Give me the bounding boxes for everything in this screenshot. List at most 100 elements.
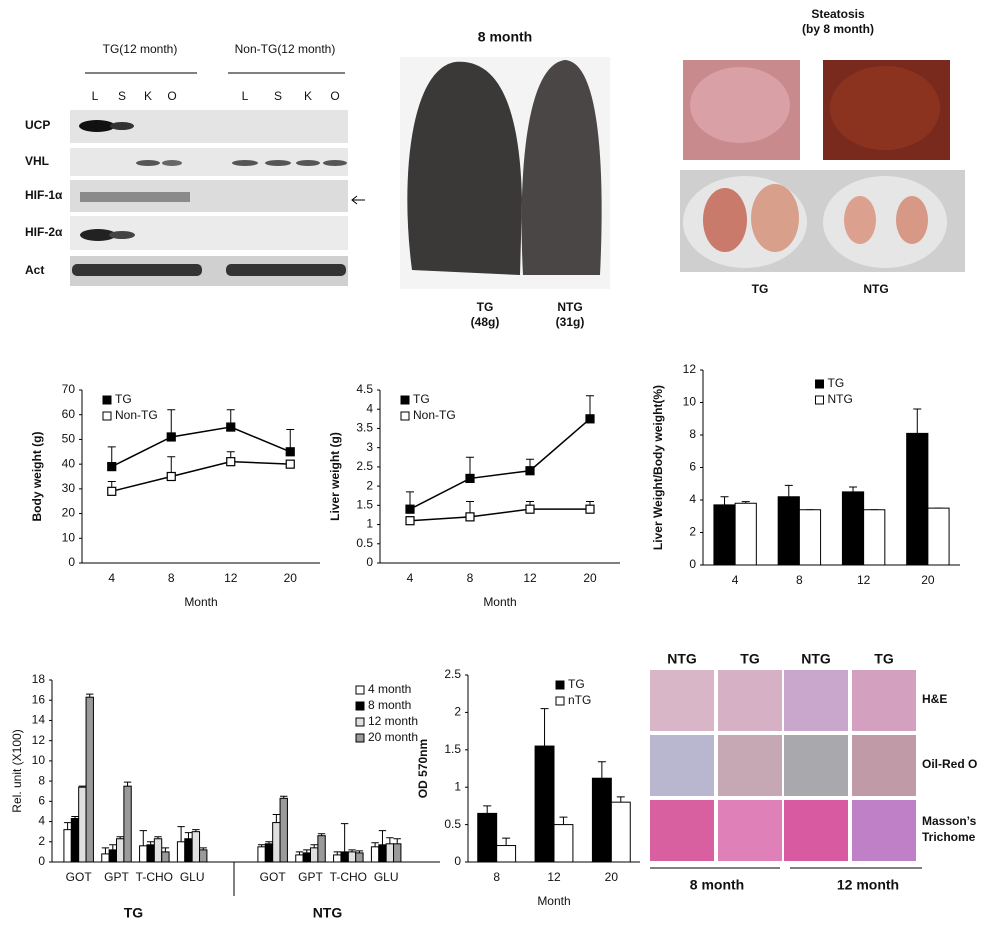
marker: [285, 447, 295, 457]
y-tick-label: 0: [689, 557, 696, 571]
y-tick-label: 8: [689, 427, 696, 441]
marker: [285, 459, 295, 469]
error-bar: [378, 830, 387, 845]
legend-swatch: [815, 379, 824, 389]
y-tick-label: 50: [62, 432, 76, 446]
marker: [107, 486, 117, 496]
legend-label: 20 month: [368, 730, 418, 744]
histology-image: [650, 735, 714, 796]
histology-row-label: Trichome: [922, 830, 976, 844]
bar: [798, 509, 822, 566]
bar: [116, 838, 125, 863]
bar: [477, 812, 498, 863]
error-bar: [161, 847, 170, 852]
error-bar: [101, 847, 110, 854]
photo-title: Steatosis: [811, 7, 865, 21]
error-bar: [177, 826, 185, 842]
bar: [123, 785, 132, 863]
histology-column-label: TG: [740, 651, 760, 667]
liver: [844, 196, 876, 244]
legend-swatch: [355, 717, 365, 727]
histology-image: [852, 735, 916, 796]
x-tick-label: 20: [921, 573, 935, 587]
y-tick-label: 1.5: [356, 498, 373, 512]
x-tick-label: 12: [224, 571, 238, 585]
legend-label: 4 month: [368, 682, 411, 696]
marker: [465, 473, 475, 484]
x-tick-label: GLU: [374, 870, 399, 884]
x-tick-label: T-CHO: [330, 870, 367, 884]
line: [111, 426, 291, 468]
error-bar: [597, 761, 606, 779]
liver: [690, 67, 790, 143]
bar: [906, 432, 929, 566]
error-bar: [784, 484, 793, 497]
band: [109, 231, 135, 239]
blot-group-label: Non-TG(12 month): [235, 42, 336, 56]
histology-image: [650, 670, 714, 731]
lane-label: S: [118, 89, 126, 103]
error-bar: [340, 823, 349, 852]
error-bar: [272, 813, 281, 823]
error-bar: [913, 408, 922, 434]
histology-image: [718, 670, 782, 731]
bar: [841, 491, 865, 566]
y-tick-label: 2: [38, 834, 45, 848]
legend-label: Non-TG: [115, 408, 158, 422]
histology-row-label: H&E: [922, 692, 947, 706]
histology-image: [650, 800, 714, 861]
y-tick-label: 2: [454, 705, 461, 719]
histology-image: [718, 800, 782, 861]
bar: [139, 845, 148, 863]
legend-label: 12 month: [368, 714, 418, 728]
x-tick-label: 4: [407, 571, 414, 585]
marker: [166, 432, 176, 442]
y-tick-label: 1: [454, 779, 461, 793]
legend-swatch: [555, 696, 565, 706]
error-bar: [123, 781, 132, 787]
blot-row-label: Act: [25, 263, 44, 277]
band: [72, 264, 202, 276]
line: [409, 418, 591, 510]
blot-panel: [70, 72, 365, 286]
lane-label: K: [304, 89, 312, 103]
mouse: [521, 60, 602, 275]
legend-swatch: [400, 395, 410, 405]
photo-label: TG: [477, 300, 494, 314]
x-tick-label: GOT: [66, 870, 93, 884]
bar: [340, 851, 349, 863]
lane-label: S: [274, 89, 282, 103]
liver: [751, 184, 799, 252]
marker: [405, 516, 415, 526]
legend-label: nTG: [568, 693, 591, 707]
bar: [108, 849, 118, 863]
bar: [199, 849, 208, 863]
bar: [63, 829, 72, 863]
error-bar: [63, 822, 72, 830]
liver: [703, 188, 747, 252]
error-bar: [616, 796, 625, 803]
x-tick-label: GOT: [260, 870, 287, 884]
y-tick-label: 16: [32, 692, 46, 706]
y-tick-label: 2: [366, 478, 373, 492]
y-axis-label: Body weight (g): [30, 432, 44, 522]
error-bar: [146, 841, 155, 845]
histology-column-label: TG: [874, 651, 894, 667]
y-tick-label: 4.5: [356, 382, 373, 396]
marker: [525, 504, 535, 514]
y-tick-label: 70: [62, 382, 76, 396]
error-bar: [849, 486, 858, 492]
x-tick-label: GPT: [298, 870, 323, 884]
x-tick-label: 8: [493, 870, 500, 884]
error-bar: [720, 496, 729, 505]
y-tick-label: 20: [62, 506, 76, 520]
bar: [279, 797, 288, 863]
y-tick-label: 6: [689, 460, 696, 474]
legend-swatch: [355, 701, 365, 711]
y-axis-label: Liver Weight/Body weight(%): [651, 385, 665, 550]
bar: [777, 496, 800, 566]
marker: [226, 457, 236, 467]
x-tick-label: 8: [168, 571, 175, 585]
y-tick-label: 2.5: [444, 667, 461, 681]
bar: [295, 854, 304, 863]
